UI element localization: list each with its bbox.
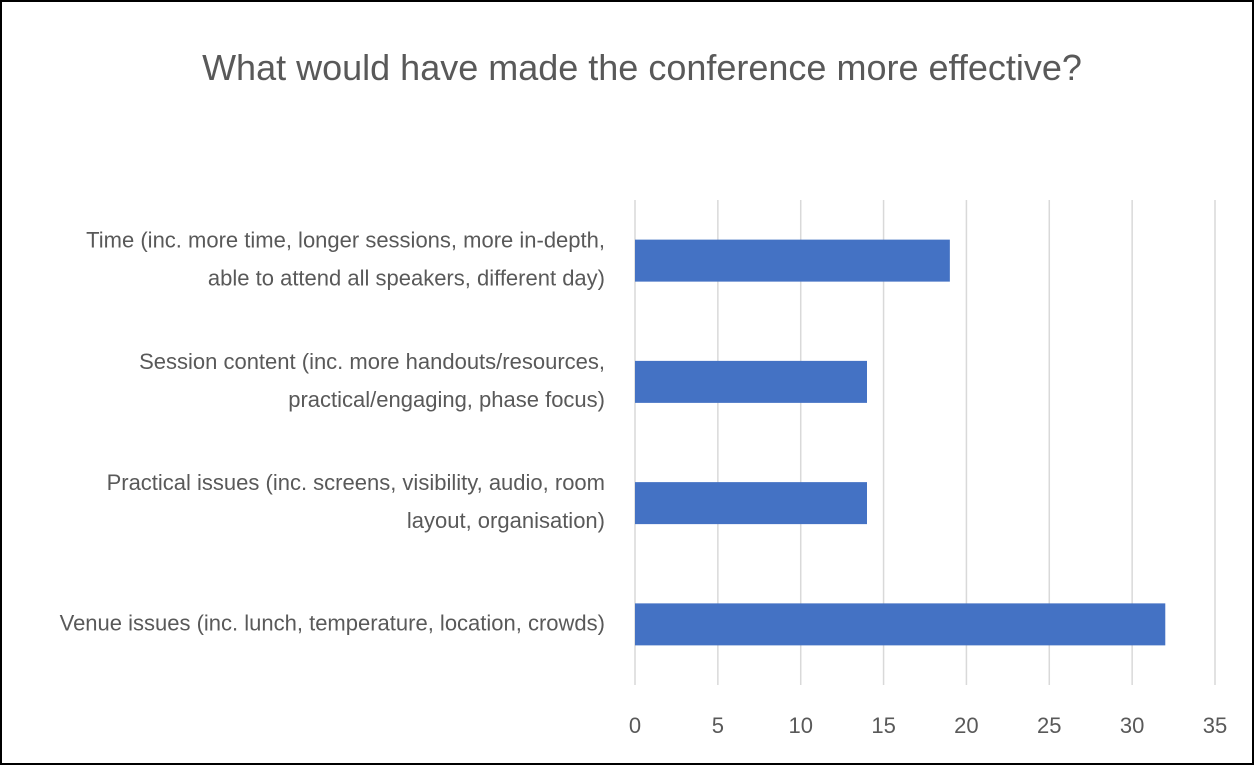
chart-title: What would have made the conference more… bbox=[202, 47, 1082, 88]
y-tick-label: Venue issues (inc. lunch, temperature, l… bbox=[60, 610, 605, 635]
bar bbox=[635, 360, 867, 403]
bar bbox=[635, 603, 1166, 646]
x-tick-label: 20 bbox=[954, 713, 978, 738]
x-tick-label: 30 bbox=[1120, 713, 1144, 738]
x-tick-label: 15 bbox=[871, 713, 895, 738]
x-tick-label: 25 bbox=[1037, 713, 1061, 738]
y-tick-label: Practical issues (inc. screens, visibili… bbox=[107, 470, 605, 533]
y-tick-label: Time (inc. more time, longer sessions, m… bbox=[86, 227, 605, 290]
x-tick-label: 10 bbox=[788, 713, 812, 738]
bar bbox=[635, 239, 950, 282]
bar bbox=[635, 482, 867, 525]
x-tick-label: 5 bbox=[712, 713, 724, 738]
x-tick-label: 35 bbox=[1203, 713, 1227, 738]
x-tick-label: 0 bbox=[629, 713, 641, 738]
y-tick-label: Session content (inc. more handouts/reso… bbox=[139, 349, 605, 412]
